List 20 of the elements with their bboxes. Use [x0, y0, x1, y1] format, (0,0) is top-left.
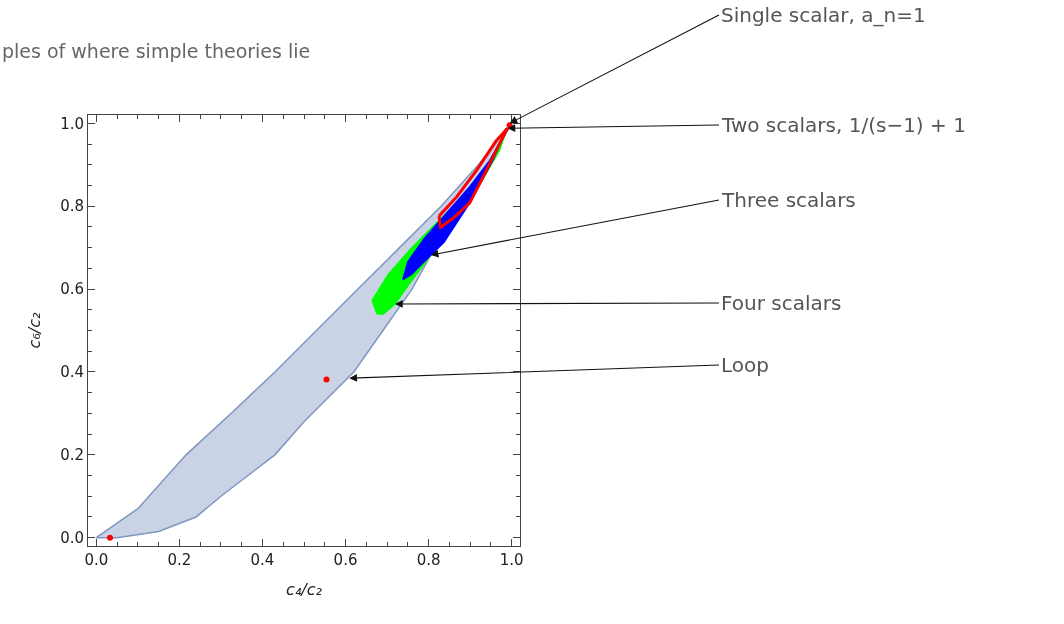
- y-tick-label: 1.0: [60, 114, 84, 133]
- x-tick-label: 0.8: [416, 551, 441, 569]
- annotation: Two scalars, 1/(s−1) + 1: [721, 113, 966, 137]
- x-tick-label: 0.0: [84, 551, 109, 569]
- y-tick-label: 0.6: [60, 280, 84, 299]
- x-axis-title: c₄/c₂: [286, 579, 323, 599]
- y-axis-title: c₆/c₂: [25, 312, 45, 349]
- annotation: Three scalars: [721, 188, 856, 212]
- annotation: Loop: [721, 353, 769, 377]
- x-tick-label: 0.4: [250, 551, 275, 569]
- y-tick-label: 0.0: [60, 528, 84, 547]
- annotation: Four scalars: [721, 291, 842, 315]
- y-tick-label: 0.8: [60, 197, 84, 216]
- x-tick-label: 1.0: [499, 551, 524, 569]
- y-tick-label: 0.4: [60, 363, 84, 382]
- x-tick-label: 0.6: [333, 551, 358, 569]
- annotation: Single scalar, a_n=1: [721, 3, 926, 27]
- x-tick-label: 0.2: [167, 551, 192, 569]
- y-tick-label: 0.2: [60, 446, 84, 465]
- chart-title: ples of where simple theories lie: [2, 40, 311, 63]
